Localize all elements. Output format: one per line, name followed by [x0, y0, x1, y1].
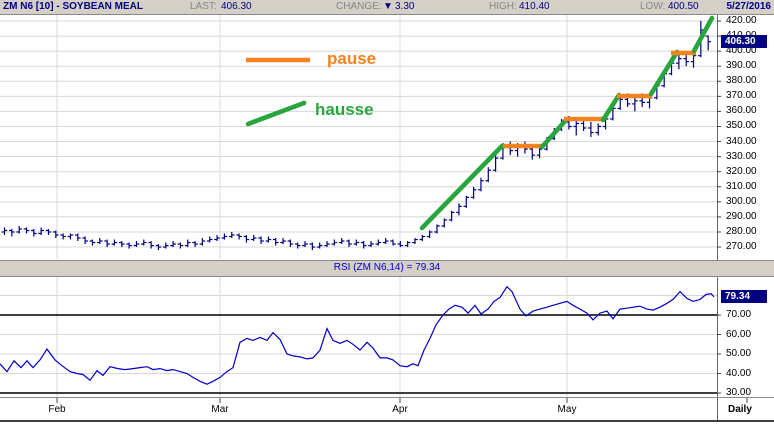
rsi-axis-label: 40.00 [726, 367, 752, 379]
rsi-axis-label: 70.00 [726, 309, 752, 320]
price-axis-label: 370.00 [726, 90, 757, 102]
rsi-axis-label: 50.00 [726, 348, 752, 359]
last-value: 406.30 [221, 1, 252, 12]
interval-label[interactable]: Daily [728, 404, 752, 415]
price-axis-label: 270.00 [726, 241, 757, 253]
rsi-axis-label: 60.00 [726, 328, 752, 340]
low-value: 400.50 [668, 1, 699, 12]
price-axis-label: 310.00 [726, 180, 757, 192]
last-label: LAST: [190, 1, 217, 12]
change-value: 3.30 [395, 1, 415, 12]
rsi-line [0, 285, 715, 385]
month-label-feb: Feb [48, 404, 66, 415]
price-axis-label: 400.00 [726, 45, 757, 57]
hausse-line[interactable] [245, 100, 307, 127]
hausse-line[interactable] [600, 92, 622, 123]
low-label: LOW: [640, 1, 666, 12]
month-label-apr: Apr [392, 404, 408, 415]
price-axis-label: 300.00 [726, 195, 757, 207]
quote-bar: ZM N6 [10] - SOYBEAN MEAL LAST: 406.30 C… [0, 0, 774, 15]
price-axis-label: 280.00 [726, 225, 757, 237]
current-date: 5/27/2016 [726, 1, 772, 12]
price-axis-label: 350.00 [726, 120, 757, 132]
price-axis-label: 320.00 [726, 165, 757, 177]
last-price-box: 406.30 [721, 35, 767, 49]
price-axis-label: 290.00 [726, 210, 757, 222]
pause-annotation-text[interactable]: pause [327, 49, 377, 68]
hausse-line[interactable] [539, 117, 569, 150]
price-axis-label: 340.00 [726, 135, 757, 147]
price-axis-label: 390.00 [726, 60, 757, 72]
change-down-icon: ▼ [383, 1, 393, 12]
change-label: CHANGE: [336, 1, 382, 12]
price-axis-label: 380.00 [726, 75, 757, 87]
symbol-title: ZM N6 [10] - SOYBEAN MEAL [3, 1, 144, 12]
rsi-header-text: RSI (ZM N6,14) = 79.34 [333, 262, 441, 273]
month-label-mar: Mar [211, 404, 229, 415]
trend-annotations[interactable] [245, 15, 715, 231]
rsi-axis-label: 30.00 [726, 387, 752, 398]
gridlines [0, 15, 717, 397]
panel-frame [0, 14, 774, 422]
time-axis[interactable] [0, 398, 717, 421]
hausse-annotation-text[interactable]: hausse [315, 100, 374, 119]
price-axis-label: 420.00 [726, 15, 757, 26]
hausse-line[interactable] [691, 15, 715, 54]
high-value: 410.40 [519, 1, 550, 12]
price-axis-label: 330.00 [726, 150, 757, 162]
price-bars [1, 21, 711, 251]
hausse-line[interactable] [419, 143, 505, 231]
month-label-may: May [557, 404, 577, 415]
rsi-header-strip: RSI (ZM N6,14) = 79.34 [0, 260, 774, 277]
hausse-line[interactable] [648, 49, 680, 97]
price-axis-label: 360.00 [726, 105, 757, 117]
rsi-value-box: 79.34 [721, 290, 767, 304]
high-label: HIGH: [489, 1, 517, 12]
